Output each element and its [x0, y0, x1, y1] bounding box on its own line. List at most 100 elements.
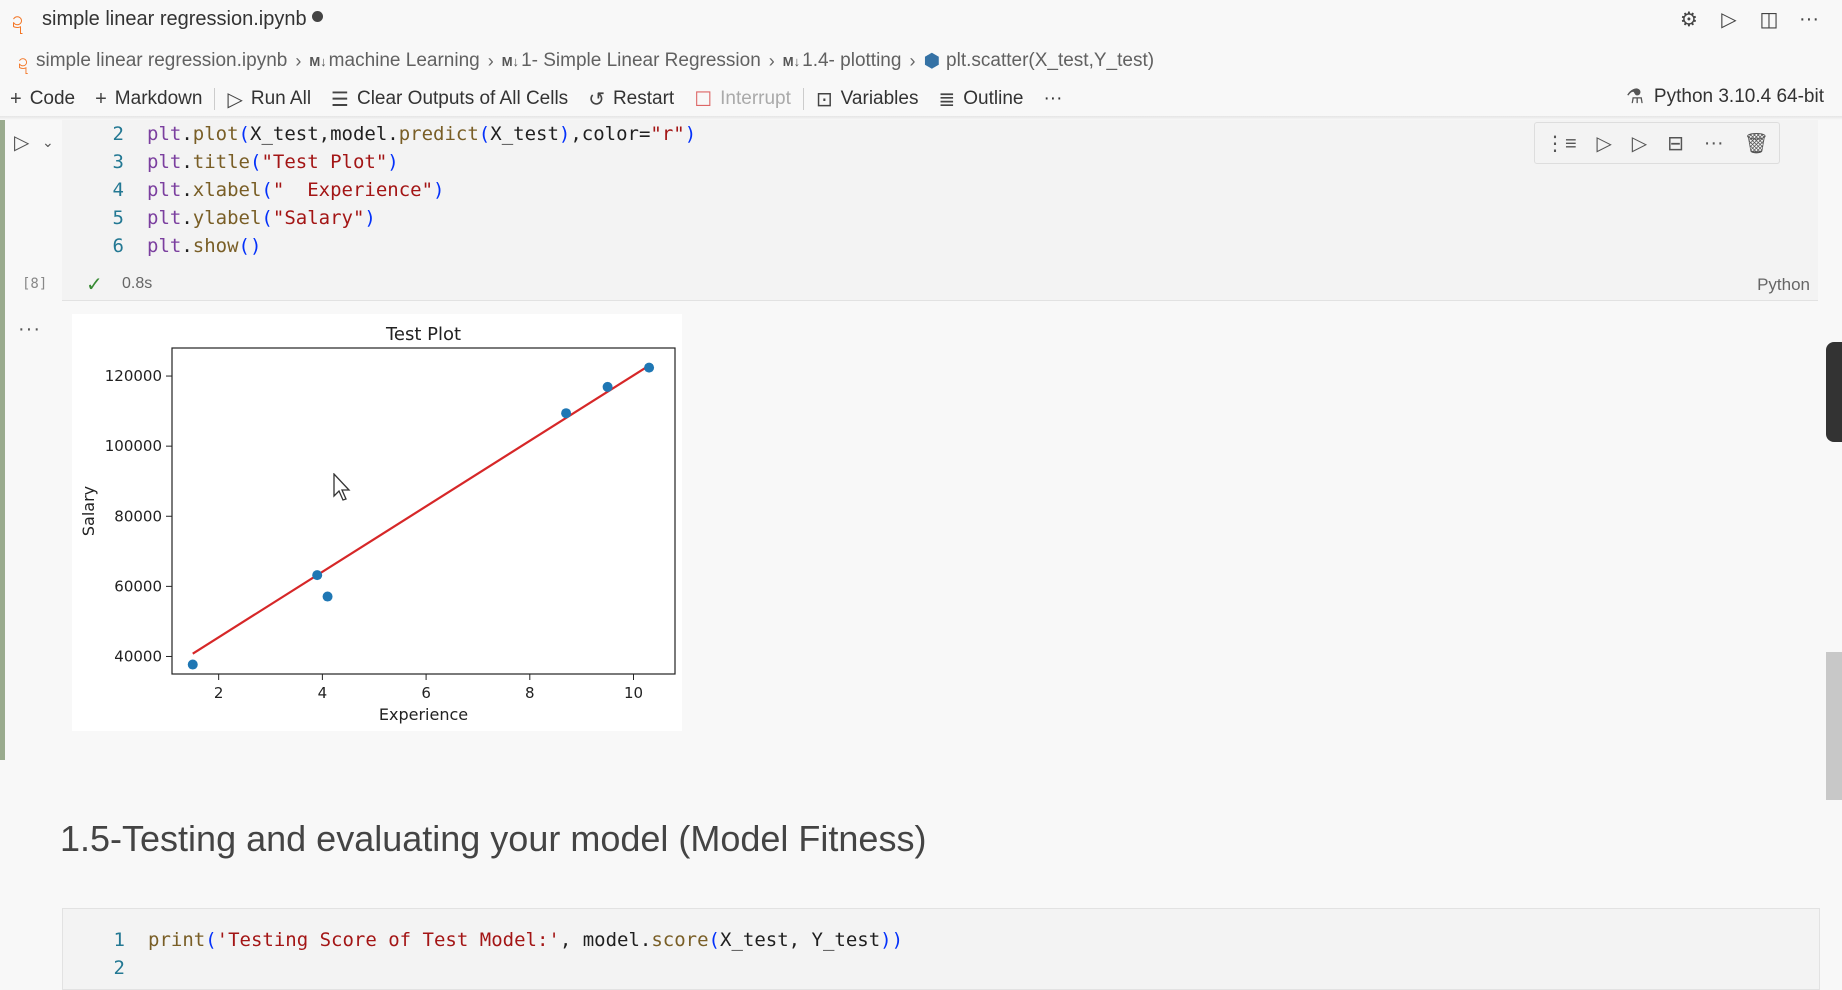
divider: [803, 88, 804, 110]
run-all-icon: ▷: [227, 87, 242, 112]
chart-title: Test Plot: [385, 324, 461, 345]
execution-time: 0.8s: [122, 275, 152, 293]
plot-output: Test Plot 2 4 6 8 10 40000 60000 80000 100000 1200…: [72, 314, 682, 731]
breadcrumb-item[interactable]: simple linear regression.ipynb: [36, 50, 287, 72]
y-tick-label: 100000: [105, 437, 162, 455]
code-line[interactable]: plt.title("Test Plot"): [147, 151, 399, 173]
check-icon: ✓: [86, 272, 103, 297]
markdown-icon: M↓: [309, 54, 326, 69]
scatter-point: [188, 660, 198, 670]
regression-line: [193, 366, 649, 654]
cell-language[interactable]: Python: [1757, 275, 1810, 295]
line-number: 6: [62, 235, 124, 257]
breadcrumb-item[interactable]: machine Learning: [329, 50, 480, 72]
line-number: 5: [62, 207, 124, 229]
variables-button[interactable]: ⊡ Variables: [806, 84, 929, 114]
x-tick-label: 10: [624, 684, 643, 702]
scatter-plot: Test Plot 2 4 6 8 10 40000 60000 80000 100000 1200…: [72, 314, 682, 731]
markdown-icon: M↓: [783, 54, 800, 69]
scatter-point: [603, 382, 613, 392]
unsaved-dot-icon[interactable]: [312, 11, 323, 22]
divider: [214, 88, 215, 110]
overview-ruler-marker: [1826, 342, 1842, 442]
chevron-down-icon[interactable]: ⌄: [42, 134, 54, 151]
clear-outputs-button[interactable]: ☰ Clear Outputs of All Cells: [321, 84, 578, 114]
scatter-point: [644, 363, 654, 373]
notebook-toolbar: + Code + Markdown ▷ Run All ☰ Clear Outputs …: [0, 82, 1842, 116]
plus-icon: +: [10, 88, 22, 111]
line-number: 1: [63, 929, 125, 951]
split-cell-icon[interactable]: ⊟: [1667, 131, 1684, 156]
chevron-right-icon: ›: [769, 51, 775, 72]
clear-all-icon: ☰: [331, 87, 349, 112]
outline-icon: ≣: [938, 87, 955, 112]
run-by-line-icon[interactable]: ⋮≡: [1545, 131, 1577, 156]
x-tick-label: 6: [421, 684, 431, 702]
mouse-cursor-icon: [333, 473, 353, 503]
kernel-picker[interactable]: ⚗ Python 3.10.4 64-bit: [1626, 84, 1824, 109]
add-markdown-button[interactable]: + Markdown: [85, 84, 212, 114]
jupyter-icon: ဍ: [12, 5, 23, 35]
gear-icon[interactable]: ⚙: [1676, 6, 1702, 32]
variables-icon: ⊡: [816, 87, 833, 112]
code-line[interactable]: plt.show(): [147, 235, 261, 257]
scrollbar-thumb[interactable]: [1826, 652, 1842, 800]
breadcrumb: ဍ simple linear regression.ipynb › M↓ ma…: [18, 48, 1154, 74]
breadcrumb-item[interactable]: 1- Simple Linear Regression: [521, 50, 761, 72]
code-line[interactable]: plt.plot(X_test,model.predict(X_test),co…: [147, 123, 696, 145]
code-line[interactable]: plt.ylabel("Salary"): [147, 207, 376, 229]
x-axis-label: Experience: [379, 705, 468, 724]
line-number: 2: [63, 957, 125, 979]
tab-title[interactable]: simple linear regression.ipynb: [42, 8, 307, 31]
y-tick-label: 60000: [114, 577, 162, 595]
split-editor-icon[interactable]: ◫: [1756, 6, 1782, 32]
more-icon: ···: [1043, 88, 1062, 110]
restart-button[interactable]: ↺ Restart: [578, 84, 684, 114]
flask-icon: ⚗: [1626, 84, 1644, 109]
plus-icon: +: [95, 88, 107, 111]
outline-button[interactable]: ≣ Outline: [928, 84, 1033, 114]
line-number: 4: [62, 179, 124, 201]
markdown-icon: M↓: [502, 54, 519, 69]
x-tick-label: 8: [525, 684, 535, 702]
y-tick-label: 40000: [114, 647, 162, 665]
stop-icon: ☐: [694, 87, 712, 112]
restart-icon: ↺: [588, 87, 605, 112]
scatter-point: [561, 408, 571, 418]
y-tick-label: 120000: [105, 367, 162, 385]
jupyter-icon: ဍ: [18, 48, 28, 75]
scatter-point: [323, 592, 333, 602]
add-code-button[interactable]: + Code: [0, 84, 85, 114]
chevron-right-icon: ›: [295, 51, 301, 72]
breadcrumb-item[interactable]: plt.scatter(X_test,Y_test): [946, 50, 1154, 72]
cell-toolbar: ⋮≡ ▷ ▷ ⊟ ··· 🗑: [1534, 122, 1780, 164]
more-icon[interactable]: ···: [1796, 6, 1822, 32]
code-cell[interactable]: 1 print('Testing Score of Test Model:', …: [62, 908, 1820, 990]
code-line[interactable]: print('Testing Score of Test Model:', mo…: [148, 929, 903, 951]
run-cell-icon[interactable]: ▷: [14, 130, 29, 155]
y-tick-label: 80000: [114, 507, 162, 525]
code-line[interactable]: plt.xlabel(" Experience"): [147, 179, 444, 201]
breadcrumb-item[interactable]: 1.4- plotting: [802, 50, 901, 72]
x-tick-label: 4: [318, 684, 328, 702]
scatter-point: [312, 570, 322, 580]
line-number: 3: [62, 151, 124, 173]
execute-below-icon[interactable]: ▷: [1632, 131, 1647, 156]
x-tick-label: 2: [214, 684, 224, 702]
chevron-right-icon: ›: [909, 51, 915, 72]
more-icon[interactable]: ···: [1704, 132, 1724, 155]
line-number: 2: [62, 123, 124, 145]
trash-icon[interactable]: 🗑: [1744, 131, 1769, 156]
run-all-button[interactable]: ▷ Run All: [217, 84, 321, 114]
section-heading[interactable]: 1.5-Testing and evaluating your model (M…: [60, 818, 926, 860]
cell-focus-bar: [0, 120, 5, 760]
toolbar-more-button[interactable]: ···: [1033, 84, 1072, 114]
chevron-right-icon: ›: [488, 51, 494, 72]
output-more-icon[interactable]: ···: [18, 318, 41, 341]
execute-above-icon[interactable]: ▷: [1597, 131, 1612, 156]
execution-count: [8]: [22, 276, 47, 292]
python-icon: ⬢: [923, 50, 940, 73]
run-icon[interactable]: ▷: [1716, 6, 1742, 32]
y-axis-label: Salary: [79, 486, 98, 536]
interrupt-button[interactable]: ☐ Interrupt: [684, 84, 801, 114]
